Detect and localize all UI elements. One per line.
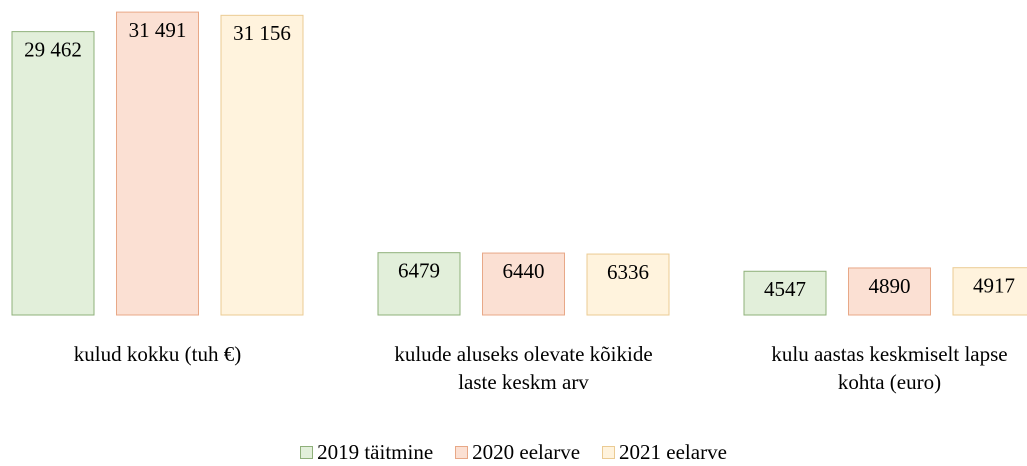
legend-swatch <box>455 446 469 459</box>
legend-swatch <box>602 446 616 459</box>
value-label: 6336 <box>607 260 649 284</box>
bar <box>116 11 199 316</box>
bar <box>11 31 95 316</box>
value-label: 31 156 <box>233 21 291 45</box>
category-label: kulu aastas keskmiselt lapse kohta (euro… <box>771 342 1008 394</box>
legend-label: 2021 eelarve <box>619 440 727 464</box>
bar <box>848 267 931 316</box>
bar <box>952 267 1027 316</box>
value-label: 4917 <box>973 274 1015 298</box>
bar <box>482 252 565 316</box>
category-label: kulud kokku (tuh €) <box>73 342 242 366</box>
value-label: 4890 <box>869 274 911 298</box>
value-label: 29 462 <box>24 37 82 61</box>
plot-area: 29 462 31 491 31 156 6479 6440 6336 4547 4890 49… <box>11 11 1027 316</box>
legend-label: 2020 eelarve <box>472 440 581 464</box>
value-label: 6479 <box>398 258 440 282</box>
bar <box>586 253 670 316</box>
value-label: 4547 <box>764 277 806 301</box>
value-label: 31 491 <box>129 18 187 42</box>
legend-item: 2020 eelarve <box>455 440 580 465</box>
legend: 2019 täitmine 2020 eelarve 2021 eelarve <box>0 440 1027 465</box>
bar <box>743 270 827 316</box>
legend-item: 2021 eelarve <box>602 440 727 465</box>
legend-swatch <box>300 446 314 459</box>
bar <box>220 14 304 316</box>
legend-label: 2019 täitmine <box>317 440 434 464</box>
value-label: 6440 <box>503 259 545 283</box>
category-label: kulude aluseks olevate kõikide laste kes… <box>394 342 653 394</box>
legend-item: 2019 täitmine <box>300 440 433 465</box>
bar <box>377 252 461 316</box>
